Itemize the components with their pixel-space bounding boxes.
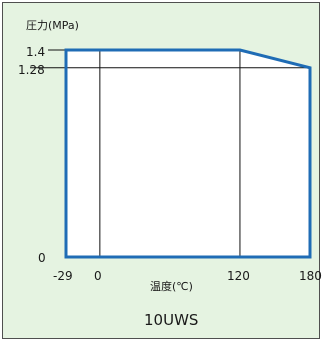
- x-tick-label-180: 180: [299, 269, 322, 283]
- y-tick-label-1.28: 1.28: [18, 63, 45, 77]
- y-tick-label-0: 0: [38, 251, 46, 265]
- x-tick-label-120: 120: [227, 269, 250, 283]
- chart-caption: 10UWS: [144, 311, 199, 329]
- y-axis-label: 圧力(MPa): [26, 19, 79, 32]
- x-tick-label-0: 0: [94, 269, 102, 283]
- x-tick-label-neg29: -29: [53, 269, 73, 283]
- y-tick-label-1.4: 1.4: [26, 45, 46, 59]
- x-axis-label: 温度(℃): [150, 280, 193, 293]
- operating-region-fill: [66, 50, 310, 257]
- operating-region-outline: [64, 48, 312, 259]
